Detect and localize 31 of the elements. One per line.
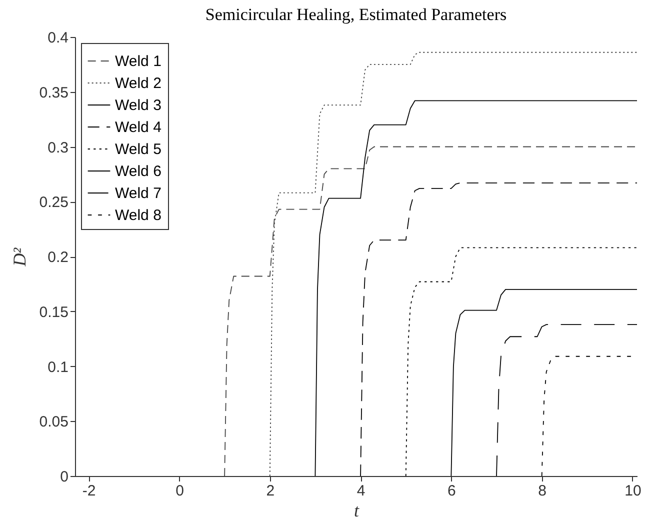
y-tick-label: 0.25 (39, 194, 68, 212)
y-tick-label: 0.35 (39, 84, 68, 102)
y-tick-label: 0.1 (48, 358, 68, 376)
legend-label: Weld 5 (115, 141, 162, 158)
y-tick-label: 0 (60, 468, 68, 486)
line-series (360, 182, 638, 476)
x-tick-label: -2 (82, 482, 96, 500)
y-tick-label: 0.2 (48, 249, 68, 266)
x-tick-label: 8 (538, 482, 546, 500)
legend-label: Weld 4 (115, 119, 162, 136)
legend-label: Weld 7 (115, 185, 162, 202)
legend-label: Weld 6 (115, 163, 162, 180)
legend-label: Weld 2 (115, 75, 162, 92)
y-axis-title: D² (9, 247, 30, 268)
x-axis-title: t (354, 500, 360, 520)
y-tick-label: 0.15 (39, 304, 68, 321)
y-tick-label: 0.05 (39, 414, 68, 431)
y-tick-label: 0.4 (48, 30, 68, 46)
line-series (405, 247, 638, 476)
x-tick-label: 2 (266, 482, 275, 500)
legend-label: Weld 3 (115, 97, 162, 114)
y-tick-label: 0.3 (48, 139, 68, 156)
x-tick-label: 0 (176, 482, 184, 500)
legend-label: Weld 8 (115, 207, 162, 224)
x-tick-label: 4 (356, 482, 366, 500)
legend-label: Weld 1 (115, 53, 162, 70)
x-tick-label: 10 (624, 482, 642, 500)
line-series (450, 288, 638, 476)
x-tick-label: 6 (448, 482, 456, 500)
line-series (314, 100, 638, 476)
chart-title: Semicircular Healing, Estimated Parameters (205, 5, 507, 24)
